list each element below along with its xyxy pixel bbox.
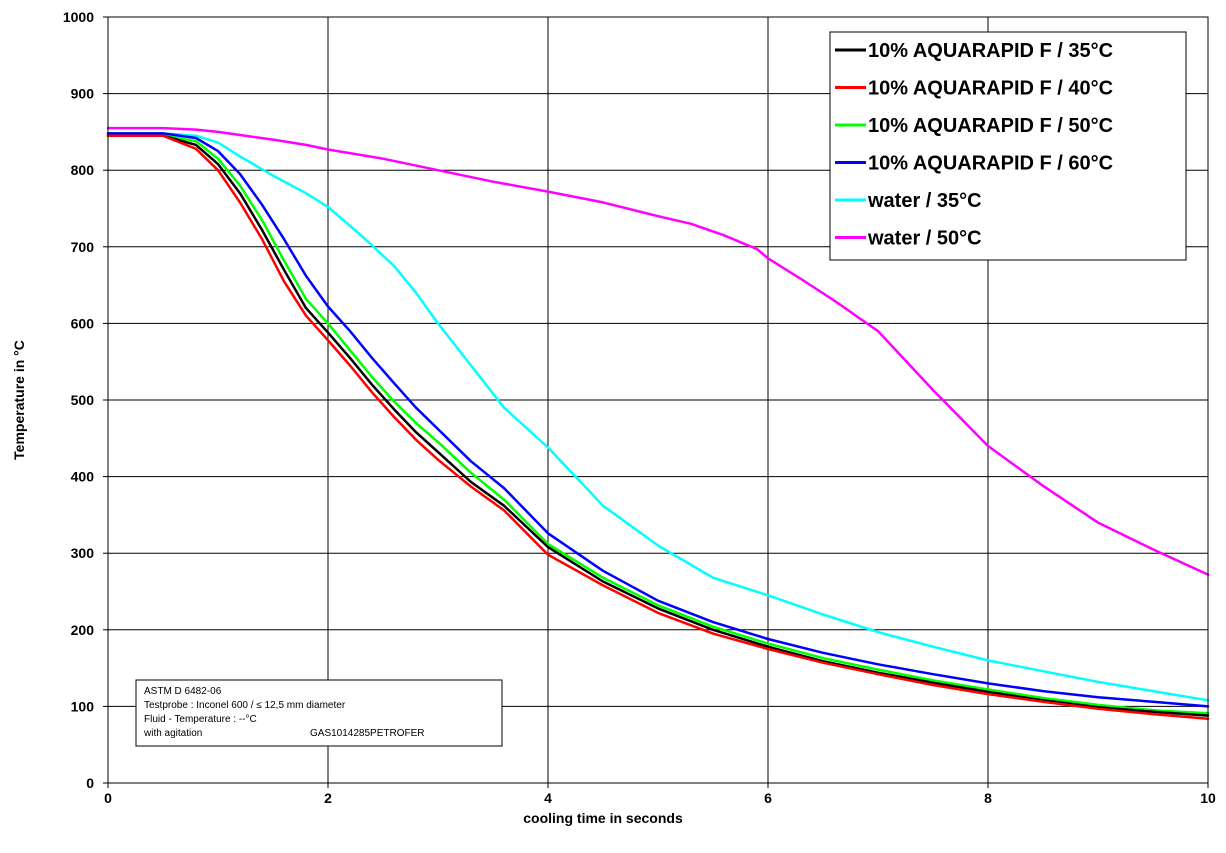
x-axis-title: cooling time in seconds — [523, 810, 683, 826]
y-tick-label: 400 — [71, 469, 95, 485]
legend-label: 10% AQUARAPID F / 40°C — [868, 78, 1113, 100]
series-line-2 — [106, 134, 1210, 715]
x-axis-ticks: 0 2 4 6 8 10 — [104, 783, 1216, 806]
y-tick-label: 700 — [71, 239, 95, 255]
y-tick-label: 0 — [86, 775, 94, 791]
y-tick-label: 100 — [71, 698, 95, 714]
note-line-standard: ASTM D 6482-06 — [144, 686, 222, 697]
y-tick-label: 200 — [71, 622, 95, 638]
note-line-testprobe: Testprobe : Inconel 600 / ≤ 12,5 mm diam… — [144, 700, 346, 711]
series-line-4 — [106, 132, 1210, 702]
series-layer — [106, 126, 1210, 720]
legend-label: 10% AQUARAPID F / 35°C — [868, 40, 1113, 62]
x-tick-label: 0 — [104, 790, 112, 806]
legend-label: water / 50°C — [867, 228, 982, 250]
note-line-reference: GAS1014285PETROFER — [310, 728, 425, 739]
legend-label: 10% AQUARAPID F / 60°C — [868, 153, 1113, 175]
test-conditions-note: ASTM D 6482-06 Testprobe : Inconel 600 /… — [135, 679, 503, 747]
note-box — [135, 679, 503, 747]
x-tick-label: 6 — [764, 790, 772, 806]
x-tick-label: 2 — [324, 790, 332, 806]
y-tick-label: 900 — [71, 86, 95, 102]
y-axis-ticks: 0 100 200 300 400 500 600 700 800 900 1000 — [63, 9, 108, 791]
note-line-agitation: with agitation — [143, 728, 202, 739]
series-line-1 — [106, 134, 1210, 720]
x-tick-label: 8 — [984, 790, 992, 806]
legend-label: water / 35°C — [867, 190, 982, 212]
y-tick-label: 500 — [71, 392, 95, 408]
legend: 10% AQUARAPID F / 35°C 10% AQUARAPID F / … — [829, 31, 1187, 261]
legend-box — [829, 31, 1187, 261]
y-axis-title: Temperature in °C — [11, 340, 27, 460]
y-tick-label: 600 — [71, 315, 95, 331]
y-tick-label: 800 — [71, 162, 95, 178]
x-tick-label: 10 — [1200, 790, 1216, 806]
x-tick-label: 4 — [544, 790, 552, 806]
y-tick-label: 1000 — [63, 9, 94, 25]
series-line-5 — [106, 126, 1210, 576]
series-line-3 — [106, 132, 1210, 708]
series-line-0 — [106, 134, 1210, 717]
legend-label: 10% AQUARAPID F / 50°C — [868, 115, 1113, 137]
y-tick-label: 300 — [71, 545, 95, 561]
note-line-fluid-temperature: Fluid - Temperature : --°C — [144, 714, 257, 725]
